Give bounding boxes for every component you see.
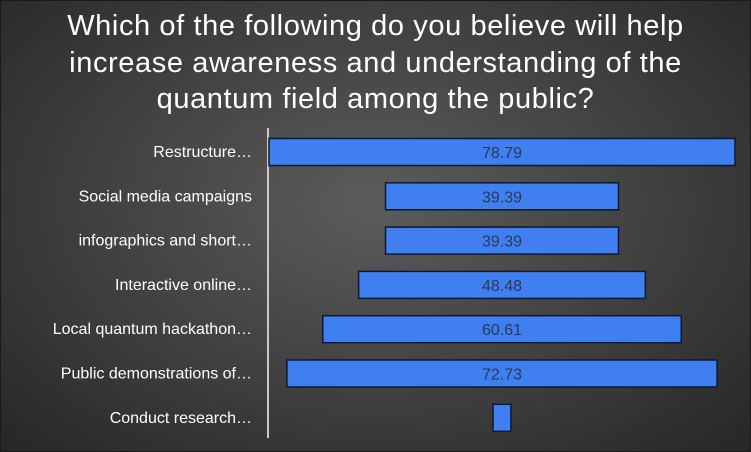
category-label: Restructure…: [153, 144, 252, 161]
bar: [286, 359, 718, 388]
category-label: Local quantum hackathon…: [53, 321, 252, 338]
category-label: Conduct research…: [110, 410, 252, 427]
data-label: 48.48: [482, 278, 522, 295]
chart-title: Which of the following do you believe wi…: [67, 10, 684, 115]
category-label: Interactive online…: [115, 277, 252, 294]
data-label: 72.73: [482, 367, 522, 384]
data-label: 60.61: [482, 322, 522, 339]
bar: [268, 137, 736, 167]
bar: [384, 182, 620, 211]
bar: [322, 314, 682, 344]
data-label: 39.39: [482, 234, 522, 251]
category-label: Social media campaigns: [79, 188, 252, 205]
category-label: infographics and short…: [79, 233, 252, 250]
data-label: 78.79: [482, 145, 522, 162]
category-label: Public demonstrations of…: [61, 366, 252, 383]
bar: [384, 226, 620, 255]
data-label: 39.39: [482, 189, 522, 206]
bar: [492, 403, 512, 433]
bar: [357, 270, 647, 300]
